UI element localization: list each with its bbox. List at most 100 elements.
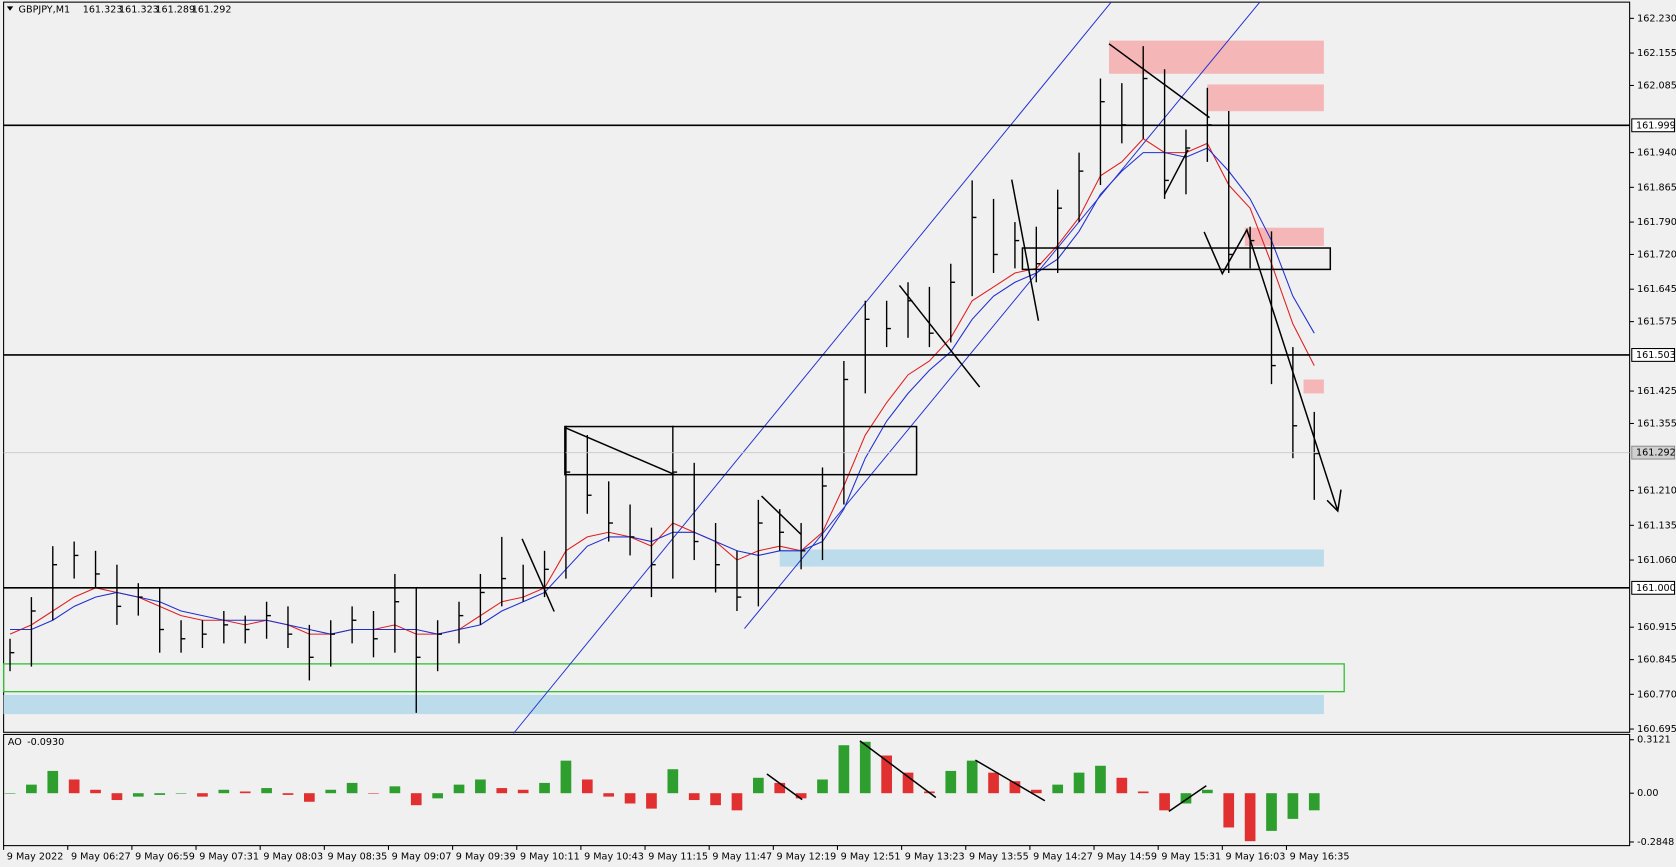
ao-bar <box>1159 793 1170 811</box>
last-price-label: 161.292 <box>1636 448 1676 459</box>
ao-bar <box>817 779 828 794</box>
ao-bar <box>496 788 508 794</box>
ao-bar <box>1116 777 1128 794</box>
x-tick-label: 9 May 14:59 <box>1097 851 1157 862</box>
ao-bar <box>1137 791 1149 794</box>
ao-bar <box>988 772 999 794</box>
ao-bar <box>539 782 550 794</box>
drawings <box>521 43 1342 813</box>
ao-bar <box>475 779 486 794</box>
ao-bar <box>1009 781 1021 794</box>
y-tick-label: 160.770 <box>1637 689 1676 700</box>
ao-bar <box>1202 789 1213 794</box>
y-tick-label: 162.230 <box>1637 13 1676 24</box>
x-tick-label: 9 May 09:39 <box>456 851 516 862</box>
box <box>1021 247 1332 271</box>
y-tick-label: 161.060 <box>1637 555 1676 566</box>
ao-bar <box>1266 793 1277 831</box>
ao-bar <box>4 793 16 794</box>
ao-bar <box>68 779 80 794</box>
supply-zone <box>1207 84 1324 112</box>
ao-bar <box>1223 793 1235 828</box>
level-label-box <box>1631 580 1676 595</box>
y-tick-label: 160.695 <box>1637 724 1676 735</box>
arrow <box>1326 489 1342 513</box>
y-tick-label: 161.210 <box>1637 486 1676 497</box>
x-tick-label: 9 May 13:23 <box>905 851 965 862</box>
trend-line <box>766 773 803 801</box>
ao-bar <box>731 793 743 811</box>
y-tick-label: 161.940 <box>1637 148 1676 159</box>
ao-bar <box>624 793 636 804</box>
symbol-title: GBPJPY,M1 <box>19 5 71 16</box>
x-tick-label: 9 May 06:27 <box>71 851 131 862</box>
ao-bar <box>1052 784 1064 794</box>
ao-bar <box>26 784 37 794</box>
annotations <box>2 1 1345 734</box>
x-tick-label: 9 May 15:31 <box>1161 851 1221 862</box>
y-tick-label: 0.3121 <box>1637 735 1671 746</box>
demand-zone <box>779 549 1324 567</box>
supply-zone <box>1244 227 1324 246</box>
trend-line <box>859 740 937 799</box>
y-tick-label: 0.00 <box>1637 788 1658 799</box>
indicator-value: -0.0930 <box>27 737 64 748</box>
x-tick-label: 9 May 09:07 <box>392 851 452 862</box>
channel-line <box>513 1 1112 734</box>
level-label-box <box>1631 118 1676 133</box>
ao-bar <box>111 793 123 801</box>
ao-bar <box>346 782 358 794</box>
y-tick-label: 160.915 <box>1637 622 1676 633</box>
ao-bar <box>966 760 978 794</box>
trend-line <box>1203 227 1339 512</box>
supply-zone <box>1109 40 1324 74</box>
ao-bar <box>646 793 657 809</box>
ao-bar <box>774 782 786 794</box>
ao-bar <box>218 789 230 794</box>
ao-bar <box>881 755 892 794</box>
price-panel <box>3 1 1631 733</box>
trend-line <box>974 759 1046 802</box>
ao-bar <box>753 777 764 794</box>
ao-bar <box>282 793 294 795</box>
ao-bar <box>1030 789 1042 794</box>
ao-bar <box>1287 793 1299 819</box>
x-tick-label: 9 May 10:11 <box>520 851 580 862</box>
ohlc-value: 161.323 <box>119 5 159 16</box>
ao-bar <box>688 793 700 801</box>
ao-bar <box>261 788 272 794</box>
ao-bar <box>453 784 465 794</box>
ao-bar <box>47 770 59 794</box>
ao-bar <box>304 793 315 802</box>
menu-triangle <box>6 6 14 11</box>
ao-bar <box>795 793 807 799</box>
ao-bar <box>432 793 443 799</box>
x-tick-label: 9 May 11:15 <box>648 851 708 862</box>
x-tick-label: 9 May 07:31 <box>199 851 259 862</box>
y-tick-label: 161.790 <box>1637 217 1676 228</box>
y-tick-label: 162.085 <box>1637 80 1676 91</box>
ao-bar <box>410 793 422 806</box>
level-label: 161.503 <box>1636 350 1676 361</box>
y-tick-label: 161.135 <box>1637 520 1676 531</box>
ao-bar <box>175 793 187 794</box>
channel-line <box>744 1 1261 629</box>
ao-bar <box>1095 765 1106 794</box>
ao-bar <box>325 789 337 794</box>
green-zone <box>2 663 1345 693</box>
trend-line <box>1010 179 1040 321</box>
ao-bar <box>560 760 572 794</box>
ao-bar <box>838 745 850 794</box>
y-tick-label: 162.155 <box>1637 48 1676 59</box>
x-tick-label: 9 May 16:35 <box>1290 851 1350 862</box>
ao-bar <box>1180 793 1192 804</box>
y-tick-label: 161.645 <box>1637 284 1676 295</box>
x-tick-label: 9 May 11:47 <box>712 851 772 862</box>
x-tick-label: 9 May 12:19 <box>777 851 837 862</box>
x-tick-label: 9 May 08:03 <box>263 851 323 862</box>
trend-line <box>761 495 802 536</box>
ohlc-value: 161.292 <box>192 5 232 16</box>
x-tick-label: 9 May 10:43 <box>584 851 644 862</box>
ohlc-value: 161.323 <box>83 5 123 16</box>
